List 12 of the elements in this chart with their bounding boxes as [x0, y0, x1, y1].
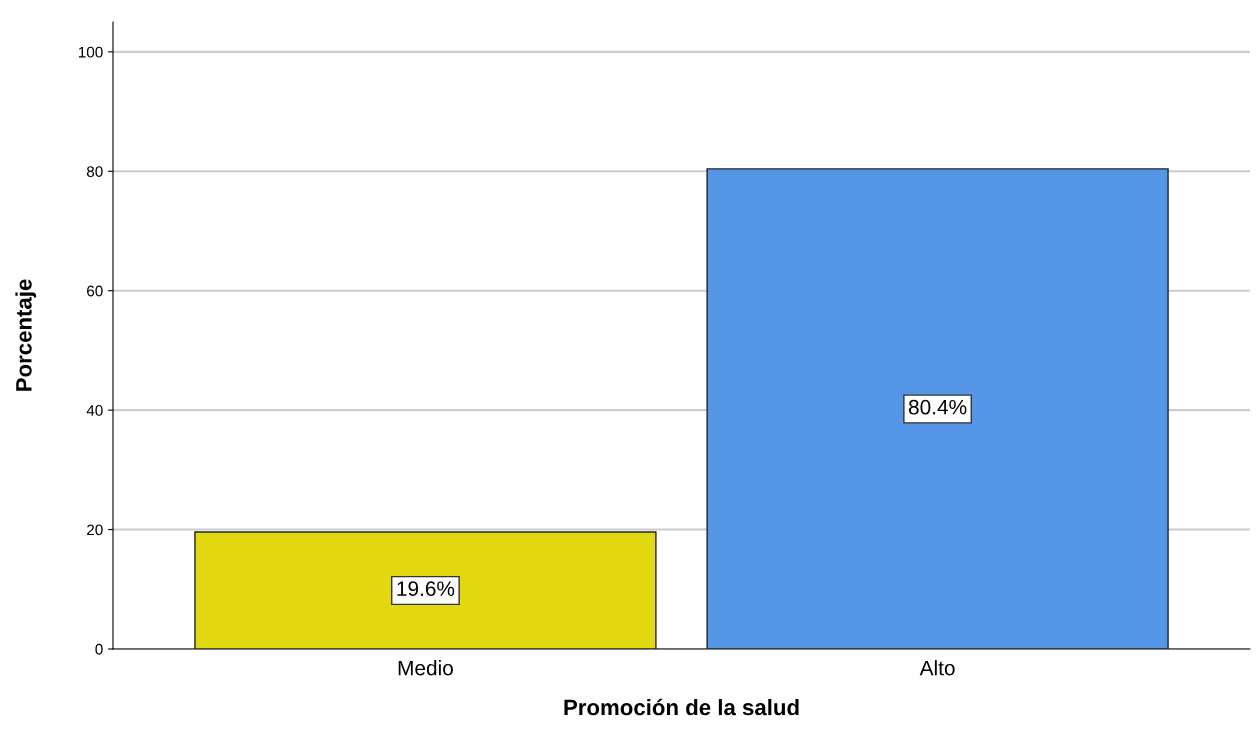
y-tick-label: 80 — [86, 166, 103, 177]
y-tick-label: 40 — [86, 405, 103, 416]
x-tick-label: Alto — [919, 660, 955, 676]
y-axis-title: Porcentaje — [15, 279, 37, 391]
data-label: 19.6% — [397, 581, 455, 597]
y-tick-label: 0 — [95, 643, 103, 655]
y-tick-label: 100 — [78, 46, 103, 58]
y-tick-label: 20 — [87, 524, 103, 536]
x-tick-label: Medio — [398, 660, 453, 676]
x-axis-title: Promoción de la salud — [564, 698, 799, 716]
y-tick-label: 60 — [87, 285, 103, 297]
data-label: 80.4% — [908, 399, 967, 415]
